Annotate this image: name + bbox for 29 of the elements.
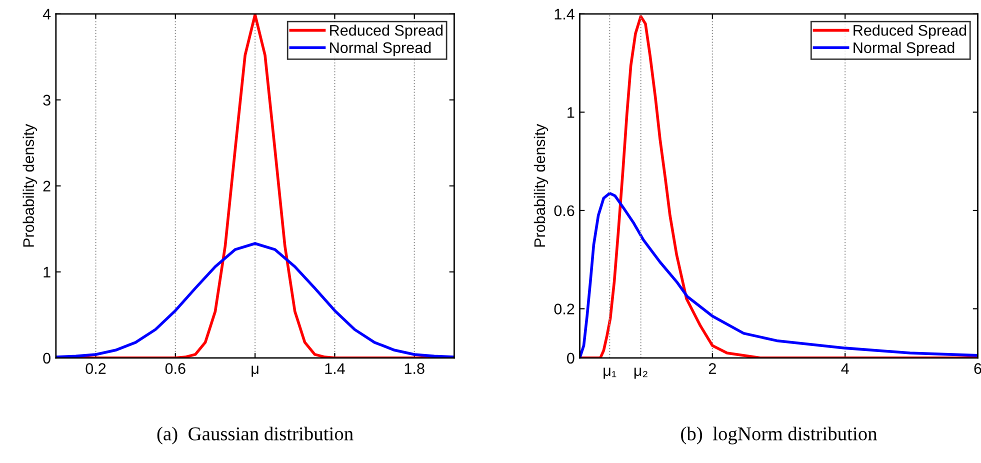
x-tick-label: 4 (841, 363, 849, 374)
legend-label: Normal Spread (854, 42, 954, 56)
y-tick-label: 0.6 (554, 205, 574, 216)
y-tick-label: 1 (568, 107, 574, 118)
x-tick-label: 0.2 (86, 363, 106, 374)
y-tick-label: 1.4 (554, 8, 574, 20)
x-tick-label: 1.8 (404, 363, 424, 374)
y-tick-label: 0 (567, 352, 574, 364)
y-axis-title: Probability density (534, 124, 548, 247)
y-tick-label: 3 (43, 94, 50, 106)
x-tick-label: 6 (974, 363, 981, 374)
y-tick-label: 0.2 (554, 304, 574, 314)
y-tick-label: 4 (42, 8, 51, 20)
legend-label: Normal Spread (330, 42, 431, 56)
y-tick-label: 1 (44, 266, 50, 278)
text: (a) Gaussian distribution (157, 426, 354, 444)
line-series (580, 14, 978, 358)
x-tick-label: 1.4 (325, 363, 345, 374)
x-tick-label: 0.6 (165, 363, 186, 374)
ref-line-label: μ₂ (634, 368, 648, 379)
y-axis-title: Probability density (22, 124, 38, 247)
legend-label: Reduced Spread (854, 24, 966, 39)
y-tick-label: 0 (43, 352, 50, 364)
y-tick-label: 2 (43, 180, 50, 192)
x-tick-label: 2 (708, 363, 716, 374)
x-tick-label: μ (252, 366, 258, 377)
legend-label: Reduced Spread (330, 24, 443, 39)
text: (b) logNorm distribution (681, 426, 878, 444)
ref-line-label: μ₁ (604, 368, 616, 379)
